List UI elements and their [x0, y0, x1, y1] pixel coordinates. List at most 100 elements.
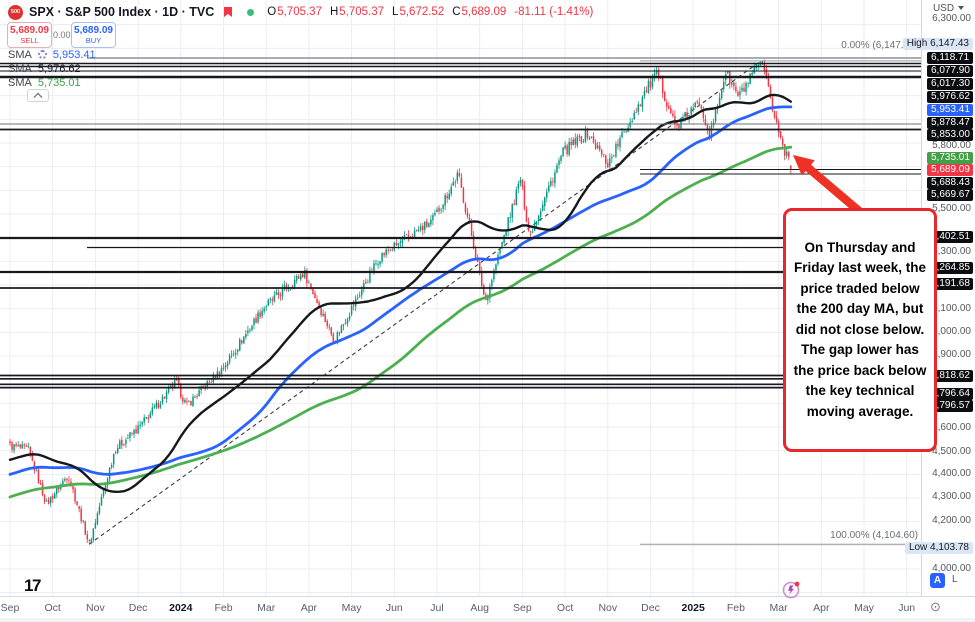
price-label: 5,688.43 [927, 176, 973, 189]
currency-selector[interactable]: USD [922, 1, 975, 15]
time-label: Mar [769, 602, 788, 614]
price-label: 6,077.90 [927, 64, 973, 77]
price-label: 4,600.00 [932, 422, 971, 433]
price-label: 5,800.00 [932, 140, 971, 151]
indicator-label: SMA [8, 62, 32, 75]
price-label: 5,976.62 [927, 90, 973, 103]
price-label: 6,300.00 [932, 13, 971, 24]
indicator-label: SMA [8, 48, 32, 61]
price-label: 4,000.00 [932, 563, 971, 574]
sell-button[interactable]: 5,689.09 SELL [7, 22, 52, 48]
price-label: 5,853.00 [927, 128, 973, 141]
sma-line-45[interactable] [8, 93, 792, 493]
sell-price: 5,689.09 [10, 25, 49, 36]
time-axis-settings-icon[interactable]: ⊙ [930, 599, 941, 614]
price-label: 5,953.41 [927, 103, 973, 116]
time-label: Aug [470, 602, 490, 614]
indicator-value: 5,953.41 [52, 48, 96, 61]
loading-spinner-icon [37, 50, 47, 59]
price-label: 5,878.47 [927, 116, 973, 129]
price-label: 5,735.01 [927, 151, 973, 164]
time-label: Sep [513, 602, 532, 614]
notification-dot [794, 581, 800, 587]
collapse-legend-button[interactable] [27, 89, 49, 102]
sma-line-90[interactable] [8, 105, 793, 476]
time-label: Feb [214, 602, 233, 614]
price-label: 4,818.62 [927, 369, 973, 382]
chart-background [0, 0, 921, 596]
ohlc-value: 5,672.52 [399, 6, 445, 18]
price-label: 4,796.57 [927, 400, 973, 412]
price-label: 4,400.00 [932, 467, 971, 479]
time-label: Nov [86, 602, 105, 614]
time-label: Nov [598, 602, 618, 614]
sma-line-160[interactable] [8, 145, 793, 499]
chevron-down-icon [958, 6, 965, 10]
price-label: 5,264.85 [927, 262, 973, 274]
market-status-icon [247, 8, 255, 16]
time-label: Jun [898, 602, 916, 614]
flag-icon[interactable] [223, 6, 234, 19]
indicator-row[interactable]: SMA 5,976.62 [8, 62, 81, 75]
indicator-label: SMA [8, 76, 32, 89]
log-scale-button[interactable]: L [952, 574, 958, 585]
indicator-row[interactable]: SMA 5,953.41 [8, 48, 96, 61]
ohlc-key: O [267, 6, 277, 18]
time-label: Oct [44, 602, 61, 614]
ohlc-value: 5,705.37 [339, 6, 385, 18]
callout-text: On Thursday and Friday last week, the pr… [793, 239, 927, 419]
price-label: 5,500.00 [932, 203, 971, 214]
callout-annotation[interactable]: On Thursday and Friday last week, the pr… [783, 208, 937, 452]
ohlc-value: 5,689.09 [461, 6, 507, 18]
price-label: High 6,147.43 [902, 38, 973, 50]
time-label: Mar [257, 602, 276, 614]
auto-scale-button[interactable]: A [930, 573, 945, 588]
time-label: Sep [0, 602, 20, 614]
price-label: 6,118.71 [927, 51, 973, 64]
price-label: 5,402.51 [927, 230, 973, 243]
indicator-value: 5,976.62 [37, 62, 81, 75]
time-label: Oct [556, 602, 574, 614]
buy-label: BUY [85, 36, 102, 45]
horizontal-level-lines[interactable] [0, 57, 921, 389]
ohlc-value: 5,705.37 [277, 6, 322, 18]
price-label: 4,900.00 [932, 348, 971, 360]
fib-hundred-label: 100.00% (4,104.60) [830, 530, 918, 541]
tradingview-logo[interactable]: 17 [24, 576, 41, 595]
quick-action-flash-icon[interactable] [779, 578, 803, 607]
time-label: Apr [300, 602, 318, 614]
price-label: 4,500.00 [932, 445, 971, 457]
time-label: 2024 [169, 602, 193, 614]
chart-canvas[interactable] [0, 0, 921, 596]
time-label: May [854, 602, 874, 614]
chevron-up-icon [33, 92, 43, 98]
symbol-header: 500 SPX · S&P 500 Index · 1D · TVC O 5,70… [8, 4, 593, 20]
price-label: 5,191.68 [927, 277, 973, 290]
indicator-row[interactable]: SMA 5,735.01 [8, 76, 81, 89]
sell-label: SELL [20, 36, 39, 45]
price-label: 5,669.67 [927, 189, 973, 201]
ohlc-key: L [392, 6, 399, 18]
time-label: 2025 [681, 602, 705, 614]
change-value: -81.11 (-1.41%) [514, 6, 594, 18]
fib-zero-label: 0.00% (6,147.26) [841, 40, 918, 51]
time-label: Apr [813, 602, 830, 614]
ohlc-key: H [329, 6, 339, 18]
spread-value: 0.00 [53, 30, 71, 40]
indicator-value: 5,735.01 [37, 76, 81, 89]
price-label: 5,689.09 [927, 164, 973, 176]
price-label: 5,000.00 [932, 326, 971, 337]
trendline[interactable] [88, 60, 762, 545]
arrow-annotation[interactable] [793, 155, 875, 226]
time-axis[interactable]: Sep Oct Nov Dec 2024 Feb Mar Apr May Jun Jul Aug Sep… [0, 596, 975, 618]
time-label: Jul [430, 602, 444, 614]
price-label: 6,017.30 [927, 77, 973, 90]
price-label: 4,796.64 [927, 388, 973, 400]
buy-button[interactable]: 5,689.09 BUY [71, 22, 116, 48]
ohlc-key: C [452, 6, 461, 18]
time-label: Dec [128, 602, 148, 614]
symbol-title[interactable]: SPX · S&P 500 Index · 1D · TVC [29, 5, 215, 19]
buy-price: 5,689.09 [74, 25, 113, 36]
symbol-logo-icon[interactable]: 500 [8, 4, 23, 20]
